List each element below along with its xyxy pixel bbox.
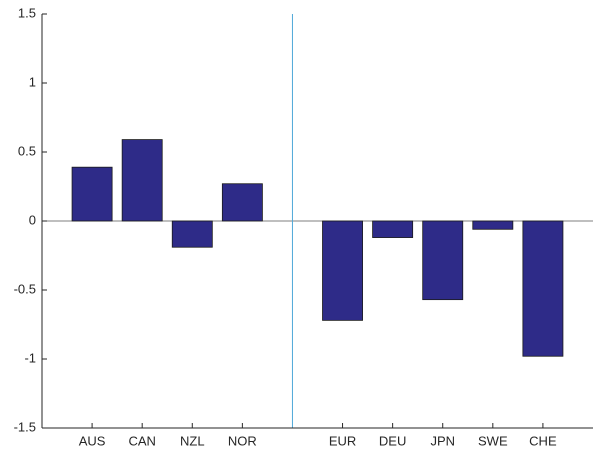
bar: [372, 220, 414, 238]
bar: [121, 139, 163, 222]
bar: [71, 166, 113, 222]
x-tick-label: DEU: [379, 433, 406, 448]
x-tick-label: AUS: [79, 433, 106, 448]
y-tick-label: 0.5: [18, 143, 36, 158]
bar: [522, 220, 564, 357]
y-tick-label: 1: [29, 74, 36, 89]
x-tick-label: JPN: [430, 433, 455, 448]
bar: [221, 183, 263, 222]
y-tick-label: 0: [29, 212, 36, 227]
x-tick-label: SWE: [478, 433, 508, 448]
bar: [472, 220, 514, 230]
y-tick-label: -1.5: [14, 419, 36, 434]
y-tick-label: -0.5: [14, 281, 36, 296]
x-tick-label: CAN: [128, 433, 155, 448]
y-tick-label: 1.5: [18, 5, 36, 20]
bar: [322, 220, 363, 321]
y-tick-label: -1: [24, 350, 36, 365]
bar: [422, 220, 464, 301]
x-tick-label: NOR: [228, 433, 257, 448]
x-tick-label: CHE: [529, 433, 557, 448]
x-tick-label: EUR: [329, 433, 356, 448]
bar: [171, 220, 213, 248]
x-tick-label: NZL: [180, 433, 205, 448]
